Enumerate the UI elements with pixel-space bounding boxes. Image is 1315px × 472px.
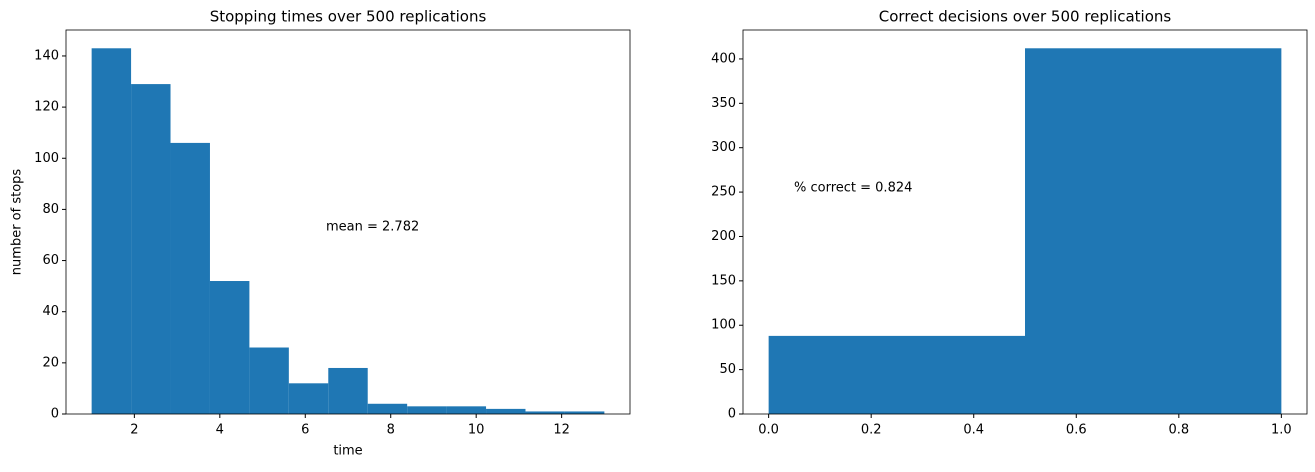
- bar: [249, 347, 289, 414]
- y-tick-label: 100: [34, 151, 59, 166]
- bar: [209, 281, 250, 414]
- x-tick-label: 2: [130, 423, 138, 438]
- y-tick-label: 50: [719, 362, 736, 377]
- y-axis-label: number of stops: [10, 169, 25, 276]
- x-tick-label: 0.6: [1066, 423, 1087, 438]
- x-tick-label: 8: [387, 423, 395, 438]
- x-tick-label: 12: [553, 423, 570, 438]
- y-tick-label: 0: [51, 407, 59, 422]
- bar: [486, 408, 526, 414]
- bar: [91, 48, 132, 415]
- y-tick-label: 350: [711, 96, 736, 111]
- x-tick-label: 0.2: [861, 423, 882, 438]
- bar: [407, 406, 447, 414]
- x-tick-label: 1.0: [1271, 423, 1292, 438]
- bar: [288, 383, 329, 414]
- y-tick-label: 120: [34, 100, 59, 115]
- bar: [1025, 48, 1282, 415]
- annotation: % correct = 0.824: [794, 181, 912, 196]
- y-tick-label: 400: [711, 51, 736, 66]
- y-tick-label: 300: [711, 140, 736, 155]
- bar: [367, 403, 408, 414]
- axes-frame: [742, 29, 1308, 415]
- x-tick-label: 6: [301, 423, 309, 438]
- x-tick-label: 0.8: [1168, 423, 1189, 438]
- bar: [328, 367, 368, 414]
- bar: [525, 411, 565, 414]
- y-tick-label: 250: [711, 185, 736, 200]
- y-tick-label: 140: [34, 48, 59, 63]
- y-tick-label: 200: [711, 229, 736, 244]
- x-tick-label: 0.0: [758, 423, 779, 438]
- y-tick-label: 150: [711, 273, 736, 288]
- y-tick-label: 40: [42, 304, 59, 319]
- bar: [446, 406, 487, 414]
- annotation: mean = 2.782: [326, 220, 419, 235]
- chart-title: Correct decisions over 500 replications: [879, 8, 1172, 26]
- chart-title: Stopping times over 500 replications: [210, 8, 487, 26]
- bar: [131, 84, 171, 415]
- y-tick-label: 20: [42, 355, 59, 370]
- y-tick-label: 60: [42, 253, 59, 268]
- bar: [564, 411, 605, 414]
- y-tick-label: 0: [728, 407, 736, 422]
- x-tick-label: 0.4: [963, 423, 984, 438]
- bar: [768, 335, 1025, 414]
- y-tick-label: 100: [711, 318, 736, 333]
- bar: [170, 142, 210, 415]
- y-tick-label: 80: [42, 202, 59, 217]
- x-tick-label: 10: [468, 423, 485, 438]
- x-tick-label: 4: [216, 423, 224, 438]
- axes-frame: [65, 29, 631, 415]
- x-axis-label: time: [333, 444, 362, 459]
